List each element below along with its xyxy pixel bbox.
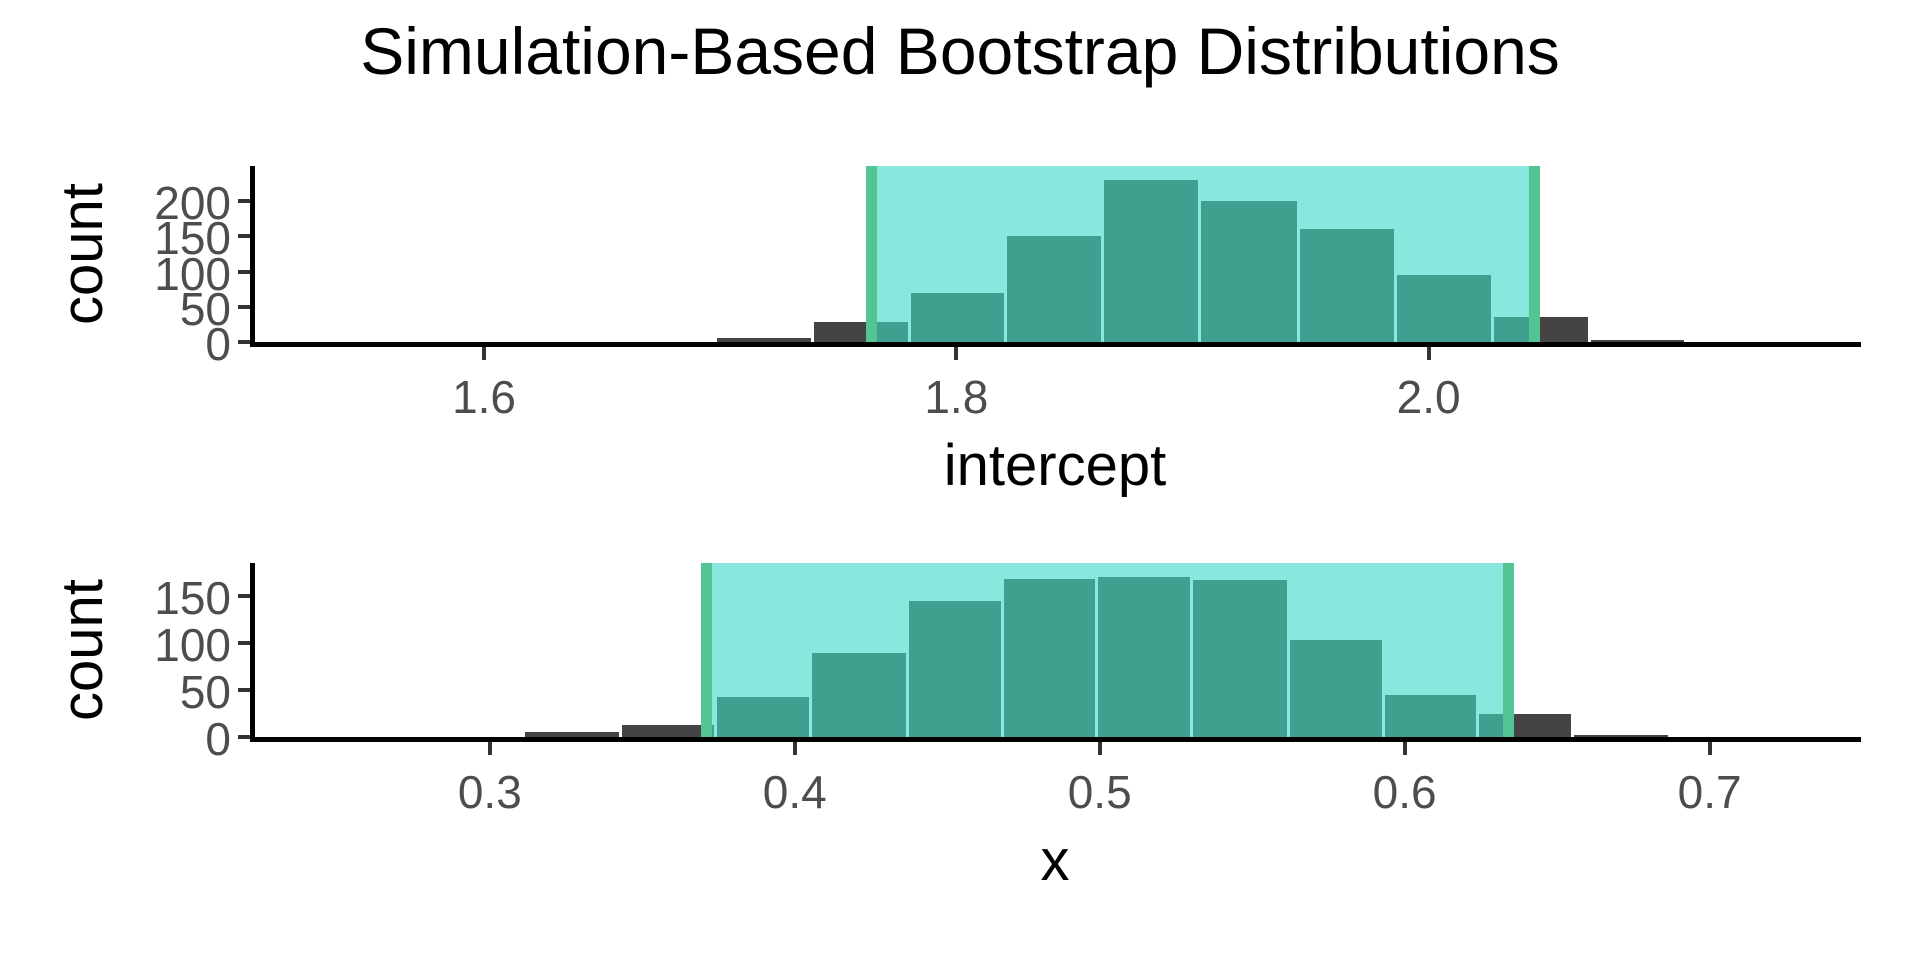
x-axis-title-x: x bbox=[1040, 828, 1070, 893]
histogram-bar bbox=[910, 292, 1005, 345]
histogram-bar bbox=[1003, 578, 1096, 740]
ci-lower-line bbox=[865, 166, 877, 345]
y-axis-title-x-panel: count bbox=[49, 579, 115, 721]
histogram-bar bbox=[1192, 579, 1288, 740]
x-tick-mark bbox=[1426, 347, 1431, 360]
y-tick-mark bbox=[238, 593, 250, 598]
histogram-bar bbox=[622, 724, 705, 740]
y-tick-label: 100 bbox=[154, 618, 231, 671]
histogram-bar bbox=[1201, 201, 1298, 345]
histogram-bar bbox=[1479, 714, 1507, 740]
x-tick-label: 0.6 bbox=[1372, 766, 1437, 818]
y-tick-mark bbox=[238, 199, 250, 204]
x-tick-label: 1.8 bbox=[924, 371, 989, 423]
x-tick-label: 0.4 bbox=[762, 766, 827, 818]
x-tick-label: 2.0 bbox=[1396, 371, 1461, 423]
y-tick-label: 200 bbox=[154, 177, 231, 230]
histogram-bar bbox=[1300, 229, 1395, 345]
x-axis-line bbox=[250, 737, 1861, 742]
histogram-bar bbox=[1384, 694, 1477, 740]
y-axis-line bbox=[250, 563, 255, 742]
y-tick-mark bbox=[238, 269, 250, 274]
y-tick-mark bbox=[238, 340, 250, 344]
x-axis-line bbox=[250, 342, 1861, 347]
y-tick-mark bbox=[238, 640, 250, 645]
plot-title: Simulation-Based Bootstrap Distributions bbox=[360, 14, 1560, 88]
y-axis-line bbox=[250, 166, 255, 347]
ci-upper-line bbox=[1502, 563, 1514, 740]
y-tick-mark bbox=[238, 234, 250, 239]
y-tick-label: 50 bbox=[179, 282, 231, 335]
histogram-bar bbox=[1007, 236, 1102, 345]
histogram-bar bbox=[909, 600, 1001, 740]
histogram-bar bbox=[716, 338, 811, 345]
x-tick-mark bbox=[792, 742, 797, 755]
histogram-bar bbox=[813, 322, 870, 345]
x-axis-title-intercept: intercept bbox=[943, 433, 1167, 498]
histogram-bar bbox=[872, 322, 908, 345]
histogram-bar bbox=[1509, 714, 1571, 740]
x-tick-mark bbox=[482, 347, 487, 360]
x-tick-mark bbox=[1402, 742, 1407, 755]
ci-upper-line bbox=[1529, 166, 1541, 345]
x-tick-mark bbox=[487, 742, 492, 755]
y-tick-label: 0 bbox=[205, 318, 231, 370]
histogram-bar bbox=[1290, 640, 1382, 740]
y-tick-label: 0 bbox=[205, 713, 231, 765]
histogram-bar bbox=[1536, 317, 1588, 345]
ci-lower-line bbox=[700, 563, 712, 740]
x-tick-mark bbox=[954, 347, 959, 360]
x-tick-mark bbox=[1707, 742, 1712, 755]
histogram-bar bbox=[811, 653, 907, 740]
histogram-bar bbox=[1104, 180, 1199, 345]
y-tick-label: 150 bbox=[154, 571, 231, 624]
histogram-bar bbox=[1098, 577, 1190, 740]
y-tick-label: 100 bbox=[154, 247, 231, 300]
histogram-bar bbox=[716, 696, 809, 740]
y-tick-label: 50 bbox=[179, 665, 231, 718]
y-tick-mark bbox=[238, 735, 250, 739]
x-tick-label: 0.7 bbox=[1677, 766, 1742, 818]
histogram-bar bbox=[1493, 317, 1534, 345]
y-tick-label: 150 bbox=[154, 212, 231, 265]
x-tick-label: 0.5 bbox=[1067, 766, 1132, 818]
x-tick-label: 0.3 bbox=[457, 766, 522, 818]
y-tick-mark bbox=[238, 304, 250, 309]
x-tick-label: 1.6 bbox=[452, 371, 517, 423]
histogram-bar bbox=[1397, 275, 1491, 345]
y-tick-mark bbox=[238, 687, 250, 692]
x-tick-mark bbox=[1097, 742, 1102, 755]
histogram-bar bbox=[524, 732, 620, 740]
